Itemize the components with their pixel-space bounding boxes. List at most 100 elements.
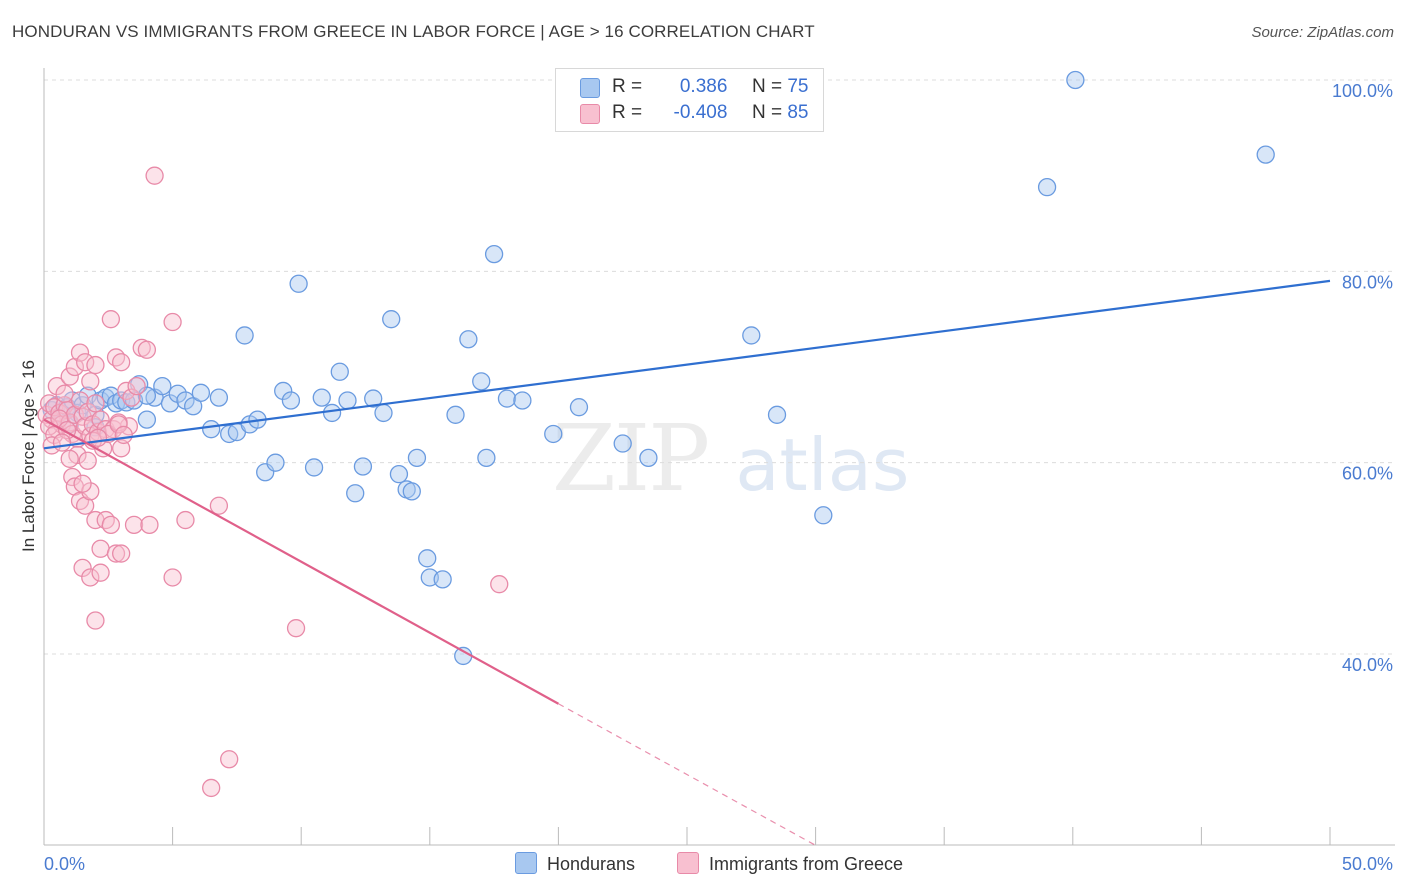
point-greece <box>145 166 164 185</box>
point-hondurans <box>513 391 532 410</box>
legend-r-label: R = <box>612 102 643 123</box>
point-greece <box>101 310 121 329</box>
bottom-legend-swatch-greece <box>677 852 699 874</box>
x-tick-label-min: 0.0% <box>44 854 85 874</box>
point-hondurans <box>418 549 437 568</box>
y-tick-label: 100.0% <box>1332 81 1393 101</box>
point-greece <box>78 451 97 470</box>
bottom-legend-label-hondurans: Hondurans <box>547 854 636 874</box>
point-greece <box>202 778 221 798</box>
point-greece <box>163 568 182 587</box>
point-hondurans <box>322 403 342 423</box>
point-hondurans <box>382 310 401 329</box>
point-hondurans <box>1037 177 1057 197</box>
point-greece <box>91 563 110 582</box>
point-hondurans <box>137 410 157 429</box>
point-greece <box>122 388 141 407</box>
point-hondurans <box>767 405 787 424</box>
point-hondurans <box>484 244 504 264</box>
point-greece <box>65 357 85 377</box>
bottom-legend-label-greece: Immigrants from Greece <box>709 854 904 874</box>
legend-swatch-greece <box>580 104 600 124</box>
point-greece <box>81 568 100 587</box>
trend-line-greece-extension <box>558 703 816 846</box>
point-greece <box>137 340 157 359</box>
point-greece <box>88 428 108 447</box>
legend-r-value: -0.408 <box>673 102 728 123</box>
point-hondurans <box>281 391 301 410</box>
point-hondurans <box>569 398 589 417</box>
point-hondurans <box>446 405 465 424</box>
grid <box>44 79 1395 655</box>
y-tick-label: 80.0% <box>1342 272 1393 292</box>
point-greece <box>60 367 79 386</box>
y-axis-title: In Labor Force | Age > 16 <box>19 360 38 552</box>
trend-lines <box>43 279 1331 846</box>
legend-r-label: R = <box>612 76 643 97</box>
chart-title: HONDURAN VS IMMIGRANTS FROM GREECE IN LA… <box>12 22 815 41</box>
point-hondurans <box>374 403 393 423</box>
point-greece <box>114 425 133 445</box>
point-greece <box>163 312 182 332</box>
point-hondurans <box>459 330 478 349</box>
watermark-zip: ZIP <box>552 405 710 512</box>
point-greece <box>91 539 110 558</box>
point-hondurans <box>160 394 180 413</box>
watermark-atlas: atlas <box>735 423 910 507</box>
legend: R = 0.386 N = 75 R = -0.408 N = 85 <box>555 68 824 132</box>
x-tick-label-max: 50.0% <box>1342 854 1393 874</box>
point-greece <box>86 611 105 630</box>
point-hondurans <box>266 453 285 472</box>
point-greece <box>81 482 100 501</box>
point-greece <box>55 384 74 403</box>
point-hondurans <box>613 434 632 453</box>
point-greece <box>52 433 72 452</box>
point-greece <box>91 410 110 429</box>
point-greece <box>140 515 159 534</box>
bottom-legend-greece: Immigrants from Greece <box>677 852 903 875</box>
point-greece <box>109 415 128 434</box>
legend-stats-hondurans: R = 0.386 N = 75 <box>612 76 808 98</box>
source-credit: Source: ZipAtlas.com <box>1251 24 1394 41</box>
point-hondurans <box>91 391 110 410</box>
point-hondurans <box>364 389 383 408</box>
point-hondurans <box>338 391 357 410</box>
point-greece <box>112 353 131 372</box>
legend-r-value: 0.386 <box>679 76 728 97</box>
point-hondurans <box>742 326 761 345</box>
trend-line-hondurans <box>43 279 1331 450</box>
point-greece <box>76 353 95 372</box>
y-tick-label: 40.0% <box>1342 655 1393 675</box>
point-hondurans <box>202 420 221 439</box>
point-greece <box>47 376 67 396</box>
point-greece <box>176 510 195 530</box>
axes <box>43 68 1395 846</box>
data-points <box>37 70 1275 798</box>
point-greece <box>209 496 229 515</box>
axis-labels: 40.0% 60.0% 80.0% 100.0% 0.0% 50.0% In Labor F… <box>19 81 1393 874</box>
point-greece <box>124 515 144 534</box>
point-hondurans <box>639 448 658 468</box>
point-hondurans <box>1256 145 1275 164</box>
legend-n-value: 75 <box>787 76 809 97</box>
point-greece <box>106 544 126 563</box>
point-greece <box>70 343 90 362</box>
point-hondurans <box>209 388 229 407</box>
point-hondurans <box>346 484 365 503</box>
point-greece <box>112 439 131 458</box>
legend-n-label: N = <box>751 102 783 123</box>
point-greece <box>112 544 131 563</box>
point-greece <box>73 558 92 578</box>
point-greece <box>86 355 105 375</box>
point-greece <box>73 474 92 493</box>
point-hondurans <box>274 381 293 401</box>
point-hondurans <box>153 376 172 396</box>
point-greece <box>86 394 105 413</box>
point-greece <box>76 496 95 515</box>
point-hondurans <box>402 482 421 501</box>
point-hondurans <box>477 448 496 468</box>
legend-stats-greece: R = -0.408 N = 85 <box>612 102 808 124</box>
point-greece <box>127 376 146 396</box>
point-hondurans <box>312 388 331 407</box>
point-greece <box>81 372 100 391</box>
